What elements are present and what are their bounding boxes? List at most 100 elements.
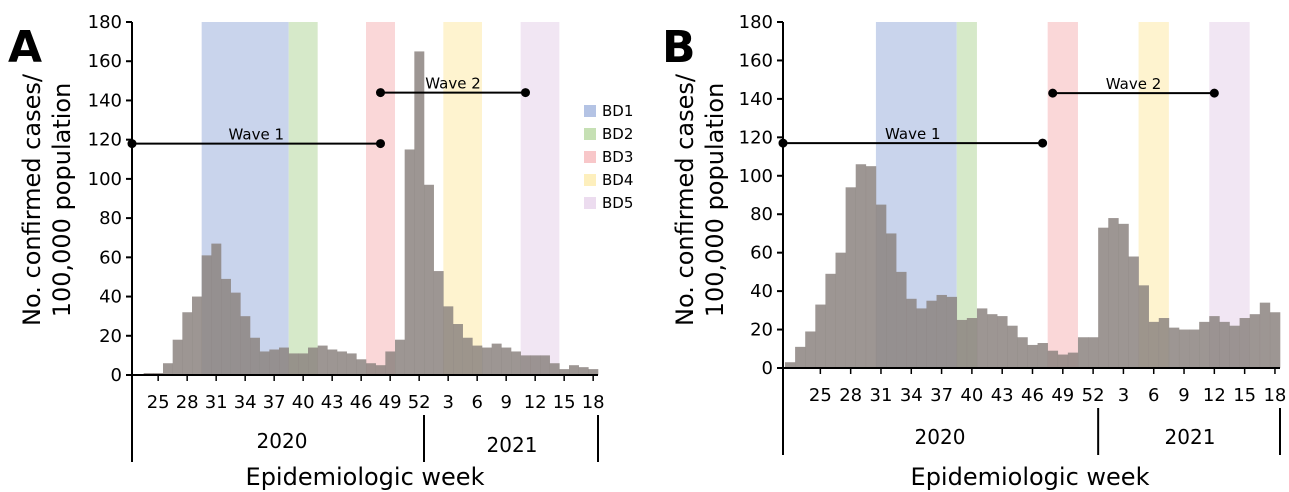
- bar-week-34: [906, 298, 917, 368]
- legend-swatch-bd2: [584, 128, 596, 140]
- legend-label-bd5: BD5: [602, 194, 633, 212]
- bar-week-2: [433, 271, 444, 375]
- bar-week-9: [1178, 329, 1190, 368]
- bar-week-26: [163, 363, 173, 375]
- wave-endpoint: [376, 139, 385, 149]
- bar-week-15: [1239, 318, 1250, 368]
- bar-week-29: [192, 296, 202, 375]
- bar-week-39: [288, 353, 299, 375]
- bar-week-43: [327, 349, 338, 375]
- x-tick-label: 18: [582, 392, 605, 413]
- x-tick-label: 46: [350, 392, 373, 413]
- panel-a: 0 20 40 60 80 100 120 140 160 180 25 28 31 34 37 40 43 46…: [8, 12, 633, 491]
- bar-week-12: [530, 355, 541, 375]
- wave-endpoint: [376, 88, 385, 98]
- x-tick-label: 15: [553, 392, 576, 413]
- bar-week-11: [520, 355, 531, 375]
- bar-week-17: [578, 367, 589, 375]
- band-bd2: [288, 22, 318, 375]
- bar-week-3: [1118, 223, 1129, 368]
- y-tick-label: 60: [750, 243, 773, 264]
- panel-b: 0 20 40 60 80 100 120 140 160 180 25 28 31 34 37 40 43 46…: [662, 12, 1286, 491]
- bar-week-42: [987, 314, 998, 368]
- bar-week-13: [540, 355, 550, 375]
- x-tick-label: 43: [991, 385, 1014, 406]
- y-tick-label: 140: [739, 89, 773, 110]
- y-tick-label: 120: [739, 127, 773, 148]
- x-tick-label: 31: [205, 392, 228, 413]
- bar-week-45: [346, 353, 357, 375]
- bar-week-41: [308, 347, 318, 375]
- bar-week-29: [855, 164, 867, 368]
- band-bd5: [1209, 22, 1250, 368]
- y-axis-title-line2: 100,000 population: [48, 83, 76, 318]
- bar-week-4: [1128, 256, 1139, 368]
- y-tick-label: 80: [750, 204, 773, 225]
- x-tick-label: 34: [900, 385, 923, 406]
- bar-week-49: [1057, 354, 1069, 368]
- x-tick-label: 40: [960, 385, 983, 406]
- bar-week-11: [1199, 321, 1210, 368]
- bar-week-38: [946, 296, 958, 368]
- bar-week-49: [385, 351, 396, 375]
- bar-week-10: [511, 351, 521, 375]
- bar-week-33: [896, 271, 907, 368]
- bar-week-41: [976, 308, 988, 368]
- x-tick-label: 18: [1263, 385, 1286, 406]
- bar-week-30: [201, 255, 212, 375]
- bar-week-47: [366, 363, 376, 375]
- bar-week-48: [375, 365, 386, 375]
- bar-week-16: [569, 365, 579, 375]
- x-tick-label: 12: [1203, 385, 1226, 406]
- legend-label-bd2: BD2: [602, 125, 633, 143]
- wave-label: Wave 2: [425, 75, 480, 93]
- bar-week-51: [1077, 337, 1089, 368]
- bar-week-23: [795, 346, 806, 368]
- bar-week-30: [865, 166, 877, 368]
- legend-swatch-bd1: [584, 105, 596, 117]
- wave-endpoint: [1048, 88, 1058, 98]
- bar-week-42: [317, 345, 328, 375]
- x-tick-label: 46: [1021, 385, 1044, 406]
- y-tick-label: 160: [88, 51, 122, 72]
- x-tick-label: 28: [176, 392, 199, 413]
- bar-week-8: [1168, 327, 1180, 368]
- bar-week-14: [549, 363, 560, 375]
- x-tick-label: 3: [442, 392, 453, 413]
- bar-week-15: [559, 369, 570, 375]
- x-tick-label: 43: [321, 392, 344, 413]
- bar-week-18: [588, 369, 599, 375]
- x-tick-label: 49: [379, 392, 402, 413]
- x-tick-label: 3: [1118, 385, 1129, 406]
- bar-week-48: [1047, 350, 1059, 368]
- legend-swatch-bd5: [584, 197, 596, 209]
- wave-endpoint: [521, 88, 530, 98]
- x-tick-label: 40: [292, 392, 315, 413]
- y-tick-label: 180: [739, 12, 773, 33]
- bar-week-47: [1037, 343, 1048, 368]
- bar-week-32: [886, 233, 897, 368]
- x-tick-label: 12: [524, 392, 547, 413]
- y-tick-label: 140: [88, 90, 122, 111]
- y-tick-label: 160: [739, 50, 773, 71]
- bar-week-7: [482, 347, 492, 375]
- x-tick-label: 9: [500, 392, 511, 413]
- bar-week-4: [453, 324, 463, 375]
- y-tick-label: 80: [99, 208, 122, 229]
- bar-week-52: [1088, 337, 1099, 368]
- bar-week-35: [250, 337, 260, 375]
- band-bd5: [520, 22, 560, 375]
- bar-week-6: [472, 345, 483, 375]
- y-axis-title-line1: No. confirmed cases/: [18, 73, 46, 326]
- legend-label-bd3: BD3: [602, 148, 633, 166]
- legend-swatch-bd3: [584, 151, 596, 163]
- wave-label: Wave 1: [229, 126, 284, 144]
- bar-week-40: [298, 353, 309, 375]
- bar-week-38: [279, 347, 289, 375]
- bar-week-36: [926, 300, 937, 368]
- bar-week-37: [269, 349, 280, 375]
- x-tick-label: 6: [471, 392, 482, 413]
- y-tick-label: 20: [99, 326, 122, 347]
- bar-week-22: [785, 362, 796, 368]
- y-tick-label: 0: [111, 365, 122, 386]
